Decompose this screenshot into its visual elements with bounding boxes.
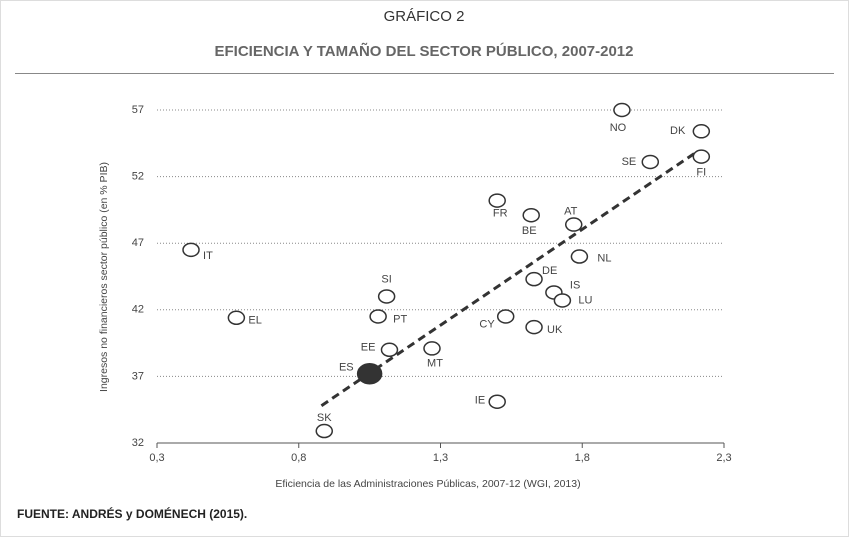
point-label: CY: [479, 318, 495, 330]
point-label: SK: [317, 412, 332, 424]
point-label: BE: [522, 225, 537, 237]
point: [488, 394, 506, 409]
point-label: MT: [427, 357, 443, 369]
point: [227, 310, 246, 326]
source: FUENTE: ANDRÉS y DOMÉNECH (2015).: [17, 506, 247, 521]
point-label: AT: [564, 205, 578, 217]
point-label: UK: [547, 324, 563, 336]
point-label: IT: [203, 250, 213, 262]
x-tick-label: 0,3: [149, 452, 164, 464]
point: [522, 207, 540, 223]
x-tick-label: 1,8: [575, 452, 590, 464]
point: [525, 319, 543, 335]
point: [692, 149, 711, 164]
point: [553, 293, 572, 308]
point-label: IE: [475, 395, 485, 407]
x-axis-title: Eficiencia de las Administraciones Públi…: [275, 478, 580, 490]
chart-subtitle: EFICIENCIA Y TAMAÑO DEL SECTOR PÚBLICO, …: [215, 42, 634, 60]
point: [423, 341, 441, 356]
point: [182, 242, 200, 258]
point-label: FR: [493, 207, 508, 219]
y-tick-label: 42: [132, 304, 144, 316]
y-tick-label: 37: [132, 370, 144, 382]
point: [525, 271, 543, 287]
point: [496, 309, 515, 324]
point: [641, 154, 660, 170]
point: [564, 217, 583, 232]
y-tick-label: 32: [132, 437, 144, 449]
trend-line: [320, 151, 697, 407]
x-tick-label: 2,3: [716, 452, 731, 464]
point: [377, 289, 396, 304]
y-tick-label: 57: [132, 104, 144, 116]
point: [692, 124, 711, 139]
point-label: LU: [578, 294, 592, 306]
y-tick-label: 47: [132, 237, 144, 249]
point-label: FI: [696, 167, 706, 179]
point-label: NO: [610, 122, 627, 134]
chart-title: GRÁFICO 2: [384, 8, 465, 25]
point: [315, 423, 334, 439]
point-label: NL: [597, 252, 611, 264]
point: [380, 342, 399, 358]
point-label: EL: [248, 315, 261, 327]
y-tick-label: 52: [132, 171, 144, 183]
point-label: ES: [339, 362, 354, 374]
point-label: DK: [670, 125, 686, 137]
x-tick-label: 1,3: [433, 452, 448, 464]
point: [570, 249, 589, 264]
point: [369, 309, 387, 324]
point-label: SE: [622, 156, 637, 168]
point-label: EE: [361, 342, 376, 354]
y-axis-title: Ingresos no financieros sector público (…: [98, 162, 110, 392]
point: [356, 362, 383, 385]
point: [488, 193, 506, 208]
point-label: DE: [542, 265, 557, 277]
point: [613, 102, 631, 118]
point-label: IS: [570, 279, 580, 291]
x-tick-label: 0,8: [291, 452, 306, 464]
point-label: SI: [381, 273, 391, 285]
point-label: PT: [393, 313, 407, 325]
